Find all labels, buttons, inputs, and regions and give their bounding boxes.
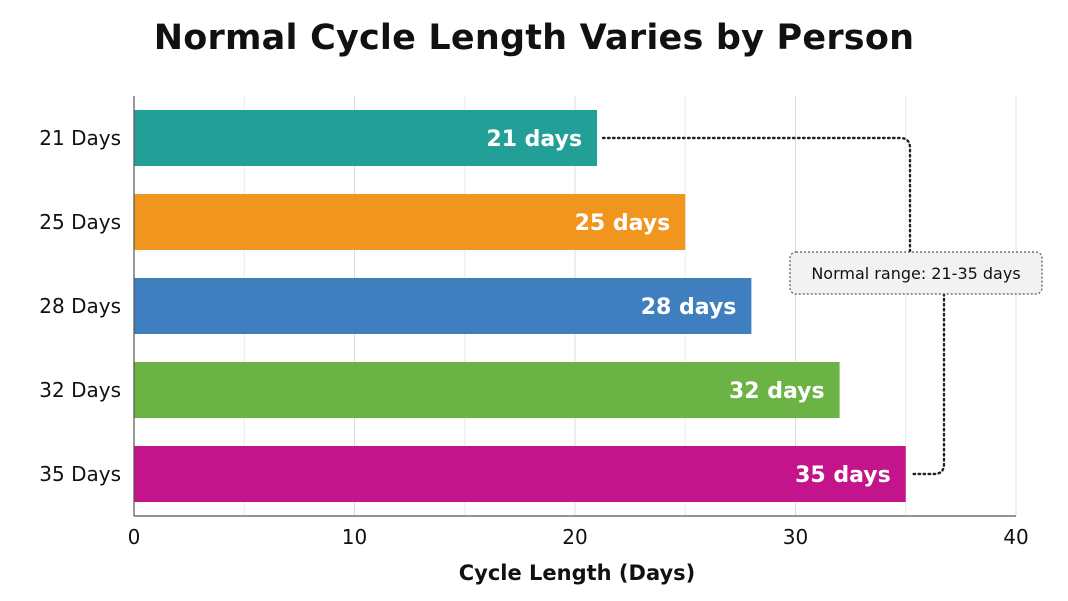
x-axis-title: Cycle Length (Days) xyxy=(459,561,696,585)
bars: 21 days 25 days 28 days 32 days 35 days xyxy=(134,110,906,502)
x-tick-label: 0 xyxy=(128,525,141,549)
x-tick-label: 30 xyxy=(783,525,808,549)
bar-value-label: 25 days xyxy=(575,211,671,236)
range-annotation: Normal range: 21-35 days xyxy=(601,136,1043,476)
bar-value-label: 35 days xyxy=(795,463,891,488)
bar xyxy=(134,446,906,502)
range-bracket-bottom xyxy=(910,292,946,476)
y-axis: 21 Days 25 Days 28 Days 32 Days 35 Days xyxy=(39,126,121,486)
range-callout-text: Normal range: 21-35 days xyxy=(811,264,1020,283)
y-tick-label: 28 Days xyxy=(39,294,121,318)
bar xyxy=(134,194,686,250)
x-axis: 0 10 20 30 40 xyxy=(128,96,1029,549)
x-tick-label: 40 xyxy=(1003,525,1028,549)
x-tick-label: 20 xyxy=(562,525,587,549)
range-bracket-top xyxy=(601,136,912,254)
bar xyxy=(134,362,840,418)
chart-title: Normal Cycle Length Varies by Person xyxy=(153,18,915,58)
bar xyxy=(134,278,752,334)
y-tick-label: 21 Days xyxy=(39,126,121,150)
bar-value-label: 21 days xyxy=(486,127,582,152)
y-tick-label: 32 Days xyxy=(39,378,121,402)
y-tick-label: 35 Days xyxy=(39,462,121,486)
bar xyxy=(134,110,598,166)
bar-value-label: 28 days xyxy=(641,295,737,320)
range-callout-box xyxy=(789,251,1043,295)
bar-value-label: 32 days xyxy=(729,379,825,404)
y-tick-label: 25 Days xyxy=(39,210,121,234)
x-tick-label: 10 xyxy=(342,525,367,549)
